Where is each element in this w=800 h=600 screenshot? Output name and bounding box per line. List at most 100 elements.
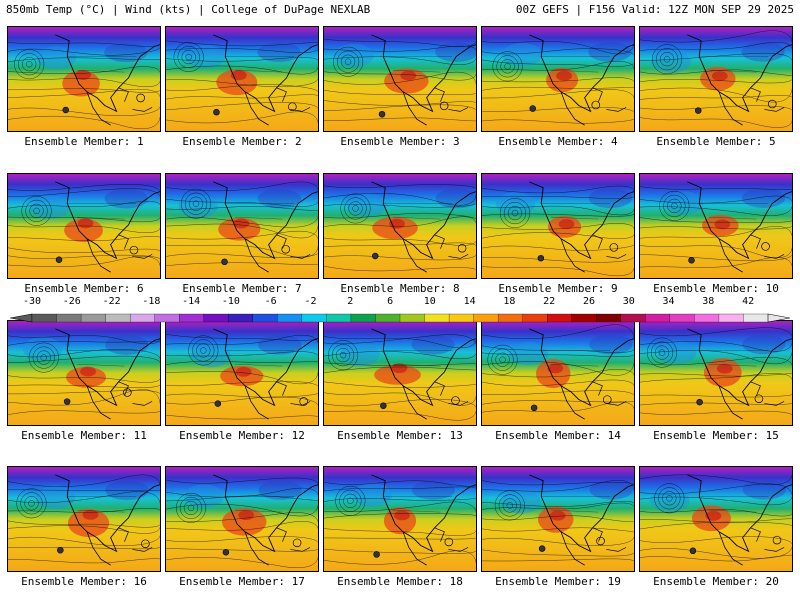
colorbar-swatch <box>399 313 425 323</box>
ensemble-member-map <box>481 466 635 572</box>
temperature-wind-map <box>8 174 160 278</box>
colorbar-tick-label: -22 <box>102 296 121 307</box>
temperature-wind-map <box>166 27 318 131</box>
ensemble-member-map <box>7 173 161 279</box>
ensemble-member-map <box>639 320 793 426</box>
ensemble-member-label: Ensemble Member: 18 <box>337 575 463 588</box>
ensemble-member-label: Ensemble Member: 16 <box>21 575 147 588</box>
ensemble-member-label: Ensemble Member: 11 <box>21 429 147 442</box>
colorbar-swatch <box>252 313 278 323</box>
ensemble-member-map <box>323 26 477 132</box>
ensemble-member-label: Ensemble Member: 19 <box>495 575 621 588</box>
ensemble-member-label: Ensemble Member: 14 <box>495 429 621 442</box>
colorbar-high-arrow <box>767 313 790 323</box>
colorbar-tick-label: 26 <box>582 296 596 307</box>
colorbar-swatch <box>424 313 450 323</box>
ensemble-member-map <box>323 320 477 426</box>
colorbar-tick-label: 34 <box>662 296 675 307</box>
colorbar-swatch <box>228 313 254 323</box>
colorbar-swatch <box>154 313 180 323</box>
colorbar-swatch <box>277 313 303 323</box>
temperature-wind-map <box>166 321 318 425</box>
ensemble-member-label: Ensemble Member: 4 <box>498 135 618 148</box>
temperature-wind-map <box>324 174 476 278</box>
ensemble-member-map <box>323 466 477 572</box>
ensemble-member-map <box>165 466 319 572</box>
colorbar-swatch <box>694 313 720 323</box>
colorbar-swatch <box>448 313 475 323</box>
colorbar-tick-label: 18 <box>503 296 516 307</box>
temperature-wind-map <box>482 321 634 425</box>
colorbar-swatch <box>522 313 548 323</box>
temperature-wind-map <box>8 27 160 131</box>
colorbar-swatch <box>547 313 573 323</box>
temperature-wind-map <box>8 321 160 425</box>
colorbar-tick-label: -14 <box>182 296 201 307</box>
ensemble-member-label: Ensemble Member: 17 <box>179 575 305 588</box>
colorbar-tick-label: 6 <box>387 296 394 307</box>
colorbar-swatch <box>669 313 695 323</box>
temperature-wind-map <box>482 174 634 278</box>
colorbar-swatch <box>179 313 205 323</box>
colorbar-swatch <box>350 313 376 323</box>
ensemble-member-map <box>639 466 793 572</box>
ensemble-member-map <box>7 26 161 132</box>
temperature-wind-map <box>640 467 792 571</box>
ensemble-member-map <box>639 173 793 279</box>
colorbar-swatch <box>203 313 229 323</box>
ensemble-member-label: Ensemble Member: 13 <box>337 429 463 442</box>
colorbar-tick-label: 22 <box>543 296 556 307</box>
colorbar-low-arrow <box>10 313 33 323</box>
colorbar-tick-label: -30 <box>22 296 42 307</box>
ensemble-member-label: Ensemble Member: 6 <box>24 282 144 295</box>
ensemble-member-label: Ensemble Member: 3 <box>340 135 460 148</box>
run-valid-time: 00Z GEFS | F156 Valid: 12Z MON SEP 29 20… <box>515 3 794 16</box>
colorbar-swatch <box>743 313 769 323</box>
ensemble-member-label: Ensemble Member: 8 <box>340 282 460 295</box>
colorbar-tick-label: 30 <box>622 296 635 307</box>
temperature-wind-map <box>166 467 318 571</box>
colorbar-tick-label: 38 <box>702 296 715 307</box>
temperature-wind-map <box>640 174 792 278</box>
colorbar-swatch <box>129 313 156 323</box>
map-title: 850mb Temp (°C) | Wind (kts) | College o… <box>6 3 371 16</box>
colorbar-swatch <box>301 313 327 323</box>
ensemble-member-map <box>165 320 319 426</box>
colorbar-tick-label: 14 <box>463 296 476 307</box>
temperature-wind-map <box>324 321 476 425</box>
ensemble-member-label: Ensemble Member: 9 <box>498 282 618 295</box>
ensemble-member-map <box>165 26 319 132</box>
colorbar-swatch <box>31 313 57 323</box>
temperature-wind-map <box>324 467 476 571</box>
colorbar-tick-label: -18 <box>142 296 161 307</box>
colorbar-tick-label: 10 <box>423 296 436 307</box>
ensemble-member-map <box>165 173 319 279</box>
colorbar-swatch <box>105 313 131 323</box>
colorbar-swatch <box>645 313 671 323</box>
ensemble-member-label: Ensemble Member: 7 <box>182 282 302 295</box>
ensemble-member-map <box>481 173 635 279</box>
ensemble-member-map <box>323 173 477 279</box>
colorbar-swatch <box>56 313 82 323</box>
temperature-wind-map <box>482 467 634 571</box>
temperature-wind-map <box>8 467 160 571</box>
colorbar-tick-label: -10 <box>221 296 240 307</box>
temperature-colorbar <box>10 313 790 323</box>
colorbar-tick-label: -6 <box>264 296 277 307</box>
colorbar-swatch <box>326 313 352 323</box>
ensemble-member-label: Ensemble Member: 20 <box>653 575 779 588</box>
colorbar-swatch <box>375 313 401 323</box>
colorbar-swatch <box>80 313 107 323</box>
temperature-wind-map <box>640 27 792 131</box>
colorbar-swatch <box>473 313 499 323</box>
ensemble-member-label: Ensemble Member: 1 <box>24 135 144 148</box>
ensemble-member-label: Ensemble Member: 10 <box>653 282 779 295</box>
temperature-wind-map <box>166 174 318 278</box>
colorbar-tick-label: 2 <box>347 296 354 307</box>
ensemble-member-map <box>481 26 635 132</box>
ensemble-member-map <box>7 320 161 426</box>
ensemble-member-map <box>481 320 635 426</box>
ensemble-member-label: Ensemble Member: 5 <box>656 135 776 148</box>
temperature-wind-map <box>482 27 634 131</box>
ensemble-member-map <box>639 26 793 132</box>
